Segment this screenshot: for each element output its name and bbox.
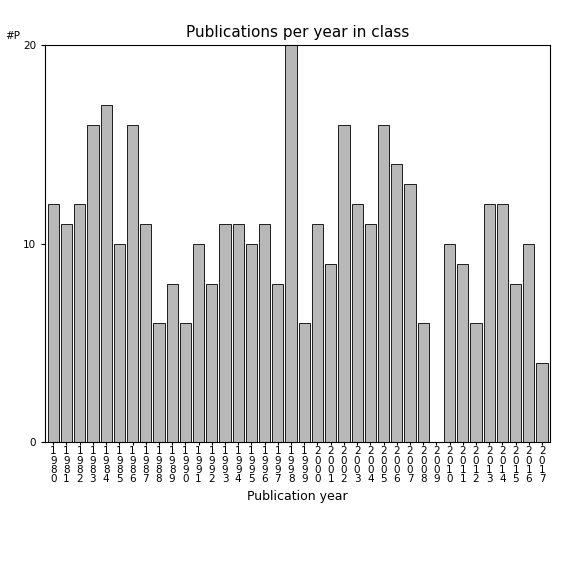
Bar xyxy=(61,224,72,442)
Bar xyxy=(193,244,204,442)
Bar xyxy=(325,264,336,442)
Bar xyxy=(100,105,112,442)
Bar xyxy=(352,204,363,442)
Bar xyxy=(338,125,349,442)
Bar xyxy=(523,244,535,442)
Bar xyxy=(510,284,521,442)
Bar xyxy=(365,224,376,442)
Bar xyxy=(312,224,323,442)
Bar xyxy=(536,363,548,442)
Bar xyxy=(378,125,389,442)
Bar xyxy=(404,184,416,442)
Bar xyxy=(471,323,481,442)
Bar xyxy=(180,323,191,442)
Bar xyxy=(127,125,138,442)
Bar xyxy=(48,204,59,442)
Bar xyxy=(391,164,403,442)
Bar xyxy=(417,323,429,442)
Bar xyxy=(259,224,270,442)
X-axis label: Publication year: Publication year xyxy=(247,489,348,502)
Bar xyxy=(457,264,468,442)
Bar xyxy=(444,244,455,442)
Bar xyxy=(153,323,164,442)
Bar xyxy=(246,244,257,442)
Bar xyxy=(206,284,217,442)
Bar xyxy=(140,224,151,442)
Bar xyxy=(299,323,310,442)
Bar xyxy=(74,204,85,442)
Bar xyxy=(232,224,244,442)
Bar xyxy=(167,284,178,442)
Text: #P: #P xyxy=(5,31,20,41)
Bar xyxy=(87,125,99,442)
Bar xyxy=(272,284,284,442)
Bar xyxy=(114,244,125,442)
Title: Publications per year in class: Publications per year in class xyxy=(186,25,409,40)
Bar xyxy=(484,204,495,442)
Bar xyxy=(497,204,508,442)
Bar xyxy=(285,45,297,442)
Bar xyxy=(219,224,231,442)
